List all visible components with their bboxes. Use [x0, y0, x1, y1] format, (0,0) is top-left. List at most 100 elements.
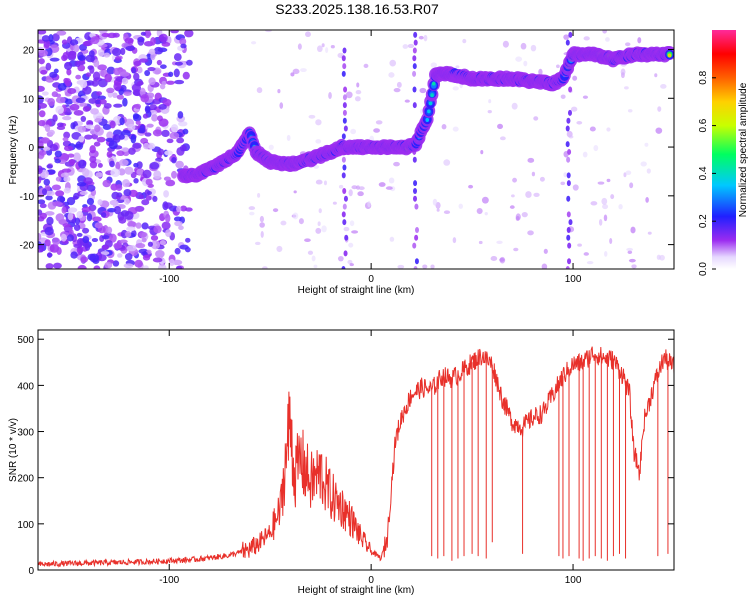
speckle-blob: [124, 166, 134, 175]
speckle-blob: [272, 208, 279, 213]
speckle-blob: [357, 191, 364, 197]
speckle-blob: [61, 54, 68, 62]
speckle-blob: [163, 202, 173, 209]
speckle-blob: [660, 84, 667, 89]
streak-blob: [341, 172, 346, 179]
speckle-blob: [563, 34, 570, 40]
streak-blob: [414, 258, 419, 265]
speckle-blob: [75, 74, 82, 80]
speckle-blob: [85, 72, 92, 77]
speckle-blob: [39, 203, 47, 209]
speckle-blob: [170, 30, 179, 34]
speckle-blob: [452, 237, 457, 244]
speckle-blob: [166, 80, 175, 85]
speckle-blob: [328, 92, 332, 99]
speckle-blob: [41, 35, 51, 42]
speckle-blob: [49, 71, 58, 78]
speckle-blob: [520, 42, 527, 50]
streak-blob: [341, 55, 346, 62]
streak-blob: [343, 86, 348, 93]
speckle-blob: [136, 161, 143, 169]
speckle-blob: [118, 216, 127, 224]
speckle-blob: [152, 129, 163, 137]
speckle-blob: [133, 162, 139, 168]
speckle-blob: [292, 68, 300, 75]
speckle-blob: [148, 143, 156, 150]
speckle-blob: [150, 36, 156, 46]
speckle-blob: [423, 34, 428, 42]
speckle-blob: [46, 169, 56, 175]
speckle-blob: [139, 124, 146, 133]
speckle-blob: [112, 260, 120, 267]
speckle-blob: [626, 247, 634, 252]
speckle-blob: [56, 30, 67, 36]
speckle-blob: [568, 135, 574, 139]
speckle-blob: [41, 91, 49, 96]
y-tick-label: -20: [20, 241, 35, 252]
speckle-blob: [538, 68, 543, 76]
speckle-blob: [149, 161, 160, 170]
speckle-blob: [354, 96, 361, 102]
speckle-blob: [280, 220, 287, 226]
speckle-blob: [321, 225, 327, 233]
streak-blob: [412, 86, 417, 93]
speckle-blob: [443, 210, 451, 215]
speckle-blob: [127, 123, 136, 131]
ridge-mark: [427, 109, 431, 114]
speckle-blob: [363, 63, 369, 69]
colorbar-gradient: [712, 30, 736, 269]
speckle-blob: [92, 71, 101, 81]
speckle-blob: [133, 60, 142, 67]
speckle-blob: [176, 137, 185, 144]
speckle-blob: [637, 37, 642, 44]
speckle-blob: [91, 238, 99, 243]
colorbar-label: Normalized spectral amplitude: [738, 82, 749, 217]
speckle-blob: [606, 127, 611, 132]
speckle-blob: [63, 145, 74, 152]
speckle-blob: [38, 95, 44, 105]
ridge-mark: [431, 81, 436, 86]
speckle-blob: [659, 254, 665, 261]
speckle-blob: [105, 137, 115, 142]
speckle-blob: [102, 179, 111, 188]
speckle-blob: [393, 88, 401, 93]
snr-x-label: Height of straight line (km): [298, 585, 415, 596]
speckle-blob: [67, 88, 77, 94]
speckle-blob: [141, 199, 150, 206]
streak-blob: [412, 156, 417, 163]
speckle-blob: [623, 172, 627, 178]
speckle-blob: [134, 103, 141, 110]
speckle-blob: [63, 131, 71, 139]
speckle-blob: [38, 49, 48, 57]
speckle-blob: [315, 179, 323, 185]
speckle-blob: [73, 44, 80, 53]
speckle-blob: [67, 207, 78, 213]
speckle-blob: [128, 147, 136, 155]
speckle-blob: [151, 114, 158, 122]
speckle-blob: [38, 58, 45, 65]
speckle-blob: [560, 94, 566, 99]
speckle-blob: [89, 156, 97, 163]
streak-blob: [413, 266, 418, 269]
speckle-blob: [44, 124, 51, 133]
speckle-blob: [136, 168, 144, 176]
speckle-blob: [118, 88, 124, 96]
ridge-mark: [667, 53, 672, 58]
speckle-blob: [82, 41, 92, 47]
speckle-blob: [186, 59, 193, 66]
speckle-blob: [657, 106, 662, 112]
speckle-blob: [115, 184, 123, 191]
speckle-blob: [330, 45, 335, 49]
speckle-blob: [163, 176, 171, 182]
speckle-blob: [113, 134, 121, 143]
speckle-blob: [388, 177, 395, 184]
streak-blob: [412, 70, 417, 77]
speckle-blob: [131, 83, 142, 93]
speckle-blob: [610, 194, 615, 200]
speckle-blob: [627, 109, 633, 113]
colorbar-tick-label: 0.0: [698, 262, 709, 276]
speckle-blob: [496, 240, 503, 245]
speckle-blob: [123, 263, 134, 269]
speckle-blob: [146, 190, 152, 196]
y-tick-label: 400: [17, 381, 34, 392]
